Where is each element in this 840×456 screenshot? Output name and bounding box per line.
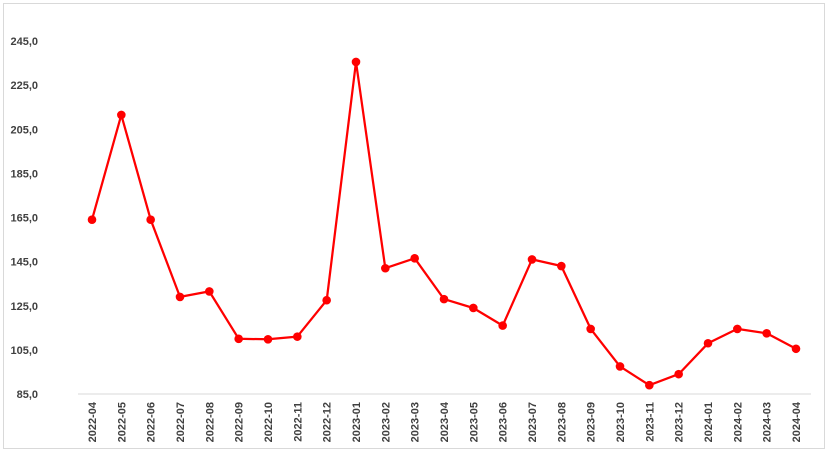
data-point [762,329,771,338]
x-tick-label: 2024-04 [791,401,803,442]
x-tick-label: 2023-10 [615,402,627,442]
x-tick-label: 2022-09 [234,402,246,442]
data-point [322,295,331,305]
y-tick-label: 165,0 [10,213,38,225]
x-tick-label: 2023-01 [351,402,363,442]
x-tick-label: 2023-08 [556,402,568,442]
data-point [351,57,361,67]
data-point [146,215,155,225]
x-tick-label: 2023-11 [644,402,656,442]
x-tick-label: 2023-03 [410,402,422,442]
data-point [674,369,683,379]
y-tick-label: 125,0 [10,301,38,313]
data-point [498,321,507,330]
x-tick-label: 2024-01 [703,402,715,442]
x-tick-label: 2023-06 [498,402,510,442]
data-point [439,294,449,304]
data-point [205,287,214,296]
x-tick-label: 2022-05 [116,402,128,442]
series-layer [87,57,801,390]
data-point [527,255,537,264]
series-line [90,60,797,387]
data-point [703,338,713,348]
data-point [117,110,126,120]
x-tick-label: 2022-04 [87,401,99,442]
data-point [615,362,625,371]
data-point [645,380,654,390]
data-point [293,332,302,341]
y-tick-label: 205,0 [10,124,38,136]
data-point [175,292,185,302]
x-tick-label: 2024-03 [762,402,774,442]
x-tick-label: 2023-12 [674,402,686,442]
y-tick-label: 245,0 [10,36,38,48]
x-tick-label: 2023-04 [439,401,451,442]
y-tick-label: 225,0 [10,80,38,92]
y-tick-label: 105,0 [10,345,38,357]
x-tick-label: 2022-10 [263,402,275,442]
data-point [87,215,97,225]
x-tick-label: 2023-05 [468,402,480,442]
y-axis: 85,0 105,0 125,0 145,0 165,0 185,0 205,0 225,0 2… [10,36,38,401]
data-point [586,324,595,334]
y-tick-label: 185,0 [10,168,38,180]
data-point [263,334,273,344]
data-point [234,334,243,344]
x-tick-label: 2022-07 [175,402,187,442]
y-tick-label: 145,0 [10,257,38,269]
data-point [557,261,566,271]
x-tick-label: 2023-02 [380,402,392,442]
chart-area [3,3,825,449]
x-axis: 2022-04 2022-05 2022-06 2022-07 2022-08 2022-… [78,393,811,442]
x-tick-label: 2022-12 [322,402,334,442]
x-tick-label: 2023-07 [527,402,539,442]
x-tick-label: 2023-09 [586,402,598,442]
x-tick-label: 2022-06 [146,402,158,442]
data-point [791,344,801,354]
y-tick-label: 85,0 [17,389,38,401]
x-tick-label: 2022-11 [292,402,304,442]
data-point [381,263,390,273]
x-tick-label: 2024-02 [732,402,744,442]
data-point [410,254,419,263]
data-point [733,324,742,334]
data-point [469,303,478,313]
x-tick-label: 2022-08 [204,402,216,442]
